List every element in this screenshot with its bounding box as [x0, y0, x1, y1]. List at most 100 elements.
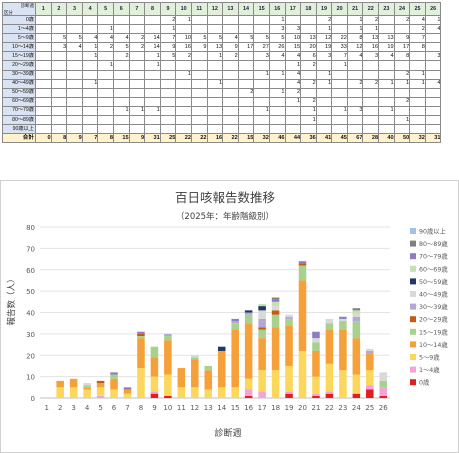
- count-cell: [97, 124, 114, 135]
- bar-segment: [217, 346, 226, 351]
- age-group-label: 80～89歳: [2, 115, 36, 126]
- count-cell: [222, 96, 239, 107]
- count-cell: [237, 60, 255, 71]
- total-cell: 67: [346, 133, 364, 144]
- bar-segment: [352, 310, 361, 315]
- x-tick-label: 8: [139, 404, 143, 412]
- count-cell: 4: [268, 51, 286, 62]
- count-cell: [362, 60, 380, 71]
- age-group-label: 5～9歳: [2, 33, 36, 44]
- count-cell: [362, 115, 380, 126]
- count-cell: [112, 24, 130, 35]
- count-cell: [144, 24, 161, 35]
- age-group-label: 15～19歳: [2, 51, 36, 62]
- count-cell: 8: [346, 33, 364, 44]
- count-cell: 19: [378, 42, 395, 53]
- bar-segment: [150, 376, 159, 392]
- count-cell: 1: [409, 78, 426, 89]
- week-header: 11: [190, 2, 208, 16]
- bar-segment: [96, 380, 105, 384]
- bar-segment: [325, 318, 334, 324]
- count-cell: [190, 14, 208, 26]
- count-cell: [222, 87, 239, 98]
- count-cell: 20: [300, 42, 317, 53]
- week-header: 13: [222, 2, 239, 16]
- bar-segment: [271, 299, 280, 302]
- x-tick-label: 26: [379, 404, 388, 412]
- count-cell: [50, 24, 68, 35]
- count-cell: [81, 24, 99, 35]
- count-cell: [253, 124, 270, 135]
- count-cell: [237, 69, 255, 80]
- bar-segment: [96, 387, 105, 396]
- count-cell: [128, 69, 146, 80]
- count-cell: [112, 87, 130, 98]
- corner-category-label: 区分: [4, 10, 13, 15]
- bar-segment: [231, 387, 239, 398]
- count-cell: 1: [300, 115, 317, 126]
- weekly-age-table-container: 診断週 区分 1 2 3 4 5 6 7 8 9 10 11 12 13 14 15 16 17 18 19 20 21 22…: [2, 2, 442, 144]
- legend-swatch: [410, 278, 416, 285]
- count-cell: [237, 96, 255, 107]
- total-cell: 25: [159, 133, 177, 144]
- count-cell: [222, 14, 239, 26]
- legend-label: 90歳以上: [419, 227, 446, 236]
- count-cell: [346, 124, 364, 135]
- count-cell: [409, 51, 426, 62]
- count-cell: 1: [268, 87, 286, 98]
- count-cell: [144, 78, 161, 89]
- legend-swatch: [410, 228, 416, 234]
- count-cell: [222, 69, 239, 80]
- bar-segment: [312, 331, 320, 339]
- count-cell: [331, 124, 348, 135]
- count-cell: [222, 115, 239, 126]
- count-cell: 13: [378, 33, 395, 44]
- total-cell: 41: [315, 133, 333, 144]
- count-cell: 1: [268, 69, 286, 80]
- count-cell: 16: [175, 42, 192, 53]
- bar-segment: [366, 389, 374, 398]
- count-cell: 1: [315, 78, 333, 89]
- count-cell: [175, 60, 192, 71]
- bar-segment: [258, 327, 266, 330]
- count-cell: [128, 96, 146, 107]
- count-cell: [175, 124, 192, 135]
- count-cell: [378, 87, 395, 98]
- total-cell: 15: [112, 133, 130, 144]
- bar-segment: [137, 336, 145, 339]
- total-cell: 15: [237, 133, 255, 144]
- bar-segment: [83, 385, 91, 388]
- count-cell: [190, 24, 208, 35]
- count-cell: 1: [331, 60, 348, 71]
- y-tick-label: 20: [26, 352, 35, 360]
- count-cell: [237, 51, 255, 62]
- count-cell: 5: [190, 33, 208, 44]
- count-cell: [378, 60, 395, 71]
- count-cell: 1: [175, 14, 192, 26]
- count-cell: [175, 87, 192, 98]
- count-cell: [362, 124, 380, 135]
- x-tick-label: 12: [190, 404, 199, 412]
- bar-segment: [352, 321, 361, 339]
- corner-week-label: 診断週: [20, 3, 34, 9]
- count-cell: [346, 60, 364, 71]
- count-cell: [50, 51, 68, 62]
- bar-segment: [325, 329, 334, 364]
- x-tick-label: 24: [352, 404, 361, 412]
- count-cell: 15: [284, 42, 302, 53]
- count-cell: 9: [222, 42, 239, 53]
- count-cell: [190, 124, 208, 135]
- bar-segment: [150, 357, 159, 377]
- count-cell: [35, 124, 52, 135]
- total-row: 合計 0 8 9 7 8 15 9 31 25 22 22 16 22 15 32 46 44 36 41 45 67 28…: [2, 133, 442, 144]
- chart-title: 百日咳報告数推移: [175, 190, 275, 205]
- x-tick-label: 3: [71, 404, 75, 412]
- count-cell: [97, 87, 114, 98]
- bar-segment: [285, 393, 293, 398]
- total-cell: 31: [144, 133, 161, 144]
- count-cell: 1: [81, 78, 99, 89]
- count-cell: 2: [409, 24, 426, 35]
- total-cell: 22: [175, 133, 192, 144]
- count-cell: [409, 87, 426, 98]
- week-header: 21: [346, 2, 364, 16]
